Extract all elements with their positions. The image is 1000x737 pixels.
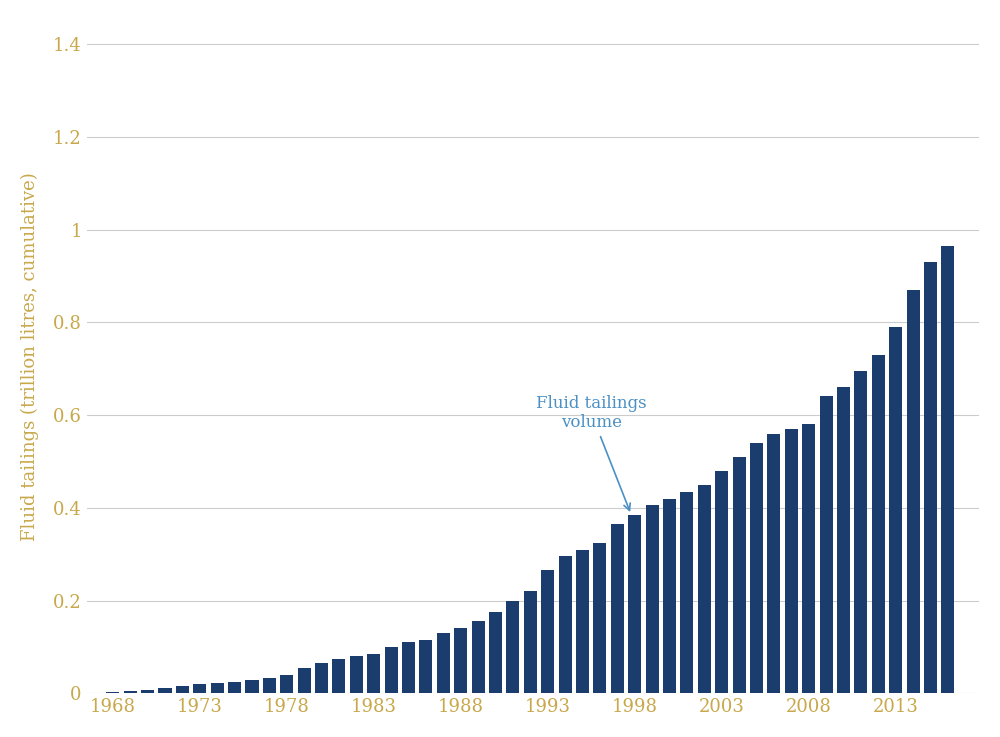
Bar	[663, 498, 676, 694]
Bar	[245, 680, 259, 694]
Bar	[419, 640, 432, 694]
Bar	[211, 683, 224, 694]
Bar	[263, 679, 276, 694]
Bar	[611, 524, 624, 694]
Bar	[820, 397, 833, 694]
Bar	[367, 654, 380, 694]
Bar	[228, 682, 241, 694]
Bar	[628, 514, 641, 694]
Bar	[646, 506, 659, 694]
Bar	[193, 684, 206, 694]
Bar	[576, 550, 589, 694]
Bar	[698, 485, 711, 694]
Bar	[489, 612, 502, 694]
Bar	[298, 668, 311, 694]
Bar	[176, 686, 189, 694]
Bar	[402, 642, 415, 694]
Bar	[350, 656, 363, 694]
Bar	[385, 647, 398, 694]
Bar	[750, 443, 763, 694]
Bar	[559, 556, 572, 694]
Bar	[802, 425, 815, 694]
Bar	[524, 591, 537, 694]
Bar	[158, 688, 172, 694]
Bar	[454, 629, 467, 694]
Bar	[872, 354, 885, 694]
Bar	[472, 621, 485, 694]
Bar	[680, 492, 693, 694]
Bar	[593, 542, 606, 694]
Bar	[106, 692, 119, 694]
Bar	[315, 663, 328, 694]
Bar	[837, 387, 850, 694]
Bar	[541, 570, 554, 694]
Text: Fluid tailings
volume: Fluid tailings volume	[536, 395, 647, 511]
Bar	[141, 690, 154, 694]
Bar	[854, 371, 867, 694]
Bar	[924, 262, 937, 694]
Bar	[733, 457, 746, 694]
Bar	[907, 290, 920, 694]
Bar	[767, 433, 780, 694]
Y-axis label: Fluid tailings (trillion litres, cumulative): Fluid tailings (trillion litres, cumulat…	[21, 172, 39, 542]
Bar	[437, 633, 450, 694]
Bar	[941, 245, 954, 694]
Bar	[332, 659, 345, 694]
Bar	[280, 675, 293, 694]
Bar	[506, 601, 519, 694]
Bar	[785, 429, 798, 694]
Bar	[715, 471, 728, 694]
Bar	[124, 691, 137, 694]
Bar	[889, 327, 902, 694]
